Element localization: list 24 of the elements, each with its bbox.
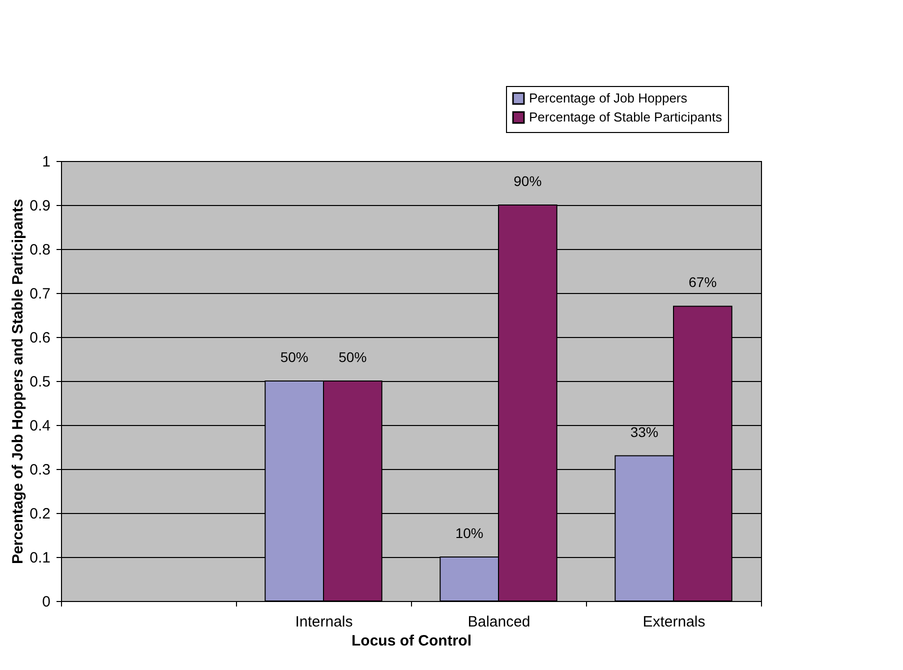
x-tick-label: Externals	[642, 614, 706, 630]
y-tick-label: 0.9	[30, 198, 50, 214]
data-label: 50%	[280, 349, 308, 365]
y-tick-label: 0	[42, 594, 50, 610]
y-tick-label: 1	[42, 154, 50, 170]
legend-label: Percentage of Job Hoppers	[529, 90, 688, 106]
data-label: 10%	[455, 525, 484, 541]
data-label: 33%	[630, 424, 658, 440]
data-label: 50%	[338, 349, 367, 365]
y-tick-label: 0.4	[30, 418, 50, 434]
legend-label: Percentage of Stable Participants	[529, 110, 722, 124]
y-tick-label: 0.6	[30, 330, 50, 346]
x-tick-label: Balanced	[468, 614, 530, 630]
x-axis-title: Locus of Control	[352, 632, 472, 650]
y-tick-label: 0.7	[30, 286, 50, 302]
y-tick-label: 0.2	[30, 506, 50, 522]
data-label: 67%	[688, 274, 717, 290]
y-axis-title: Percentage of Job Hoppers and Stable Participants	[10, 198, 27, 564]
y-tick-label: 0.1	[30, 550, 50, 566]
y-tick-label: 0.3	[30, 462, 50, 478]
y-tick-label: 0.8	[30, 242, 50, 258]
y-tick-label: 0.5	[30, 374, 50, 390]
x-tick-label: Internals	[295, 614, 353, 630]
data-label: 90%	[514, 173, 542, 189]
